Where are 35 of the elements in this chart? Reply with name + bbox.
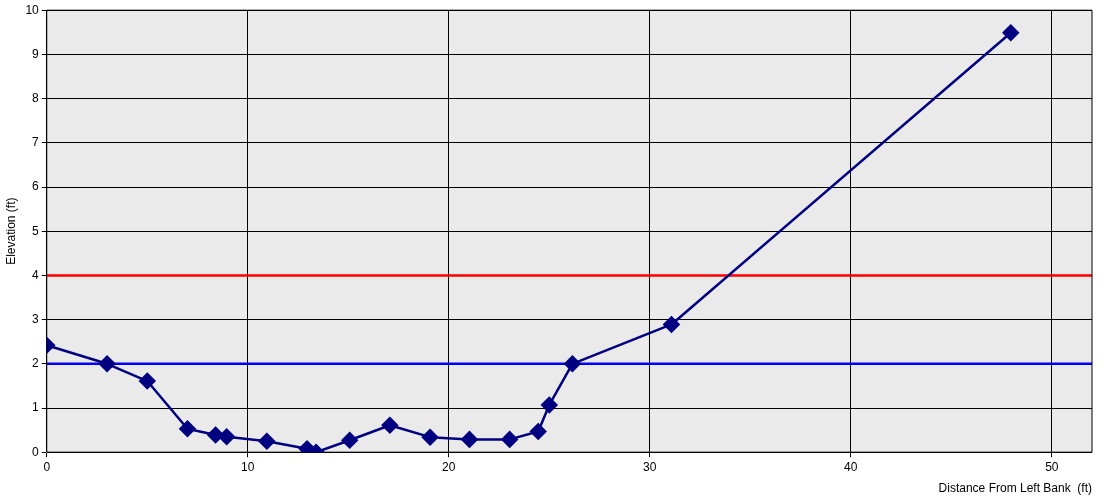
y-tick-label: 3 <box>32 311 40 326</box>
point <box>541 396 558 414</box>
point <box>139 372 156 390</box>
y-tick-label: 9 <box>32 46 40 61</box>
y-tick-label: 8 <box>32 90 40 105</box>
y-axis-title: Elevation (ft) <box>3 197 18 265</box>
point <box>663 316 680 333</box>
point <box>179 420 196 438</box>
x-tick-label: 0 <box>43 459 51 474</box>
x-tick-label: 10 <box>241 459 255 474</box>
y-tick-label: 1 <box>32 400 40 415</box>
y-tick-label: 7 <box>32 135 40 150</box>
point <box>98 355 116 373</box>
x-tick-label: 50 <box>1045 459 1059 474</box>
y-tick-label: 2 <box>32 356 40 371</box>
x-axis-title: Distance From Left Bank (ft) <box>938 481 1092 496</box>
point <box>218 428 235 445</box>
x-tick-label: 30 <box>643 459 657 474</box>
point <box>421 428 439 446</box>
x-tick-label: 20 <box>442 459 456 474</box>
point <box>258 432 276 450</box>
point <box>381 416 399 434</box>
point <box>564 355 581 373</box>
point <box>501 431 518 448</box>
point <box>1002 24 1020 41</box>
y-tick-label: 0 <box>32 444 40 459</box>
y-tick-label: 4 <box>32 267 40 282</box>
point <box>529 423 547 440</box>
x-tick-label: 40 <box>844 459 858 474</box>
point <box>461 431 478 448</box>
y-tick-label: 10 <box>25 2 40 17</box>
y-tick-label: 6 <box>32 179 40 194</box>
y-tick-label: 5 <box>32 223 40 238</box>
point <box>341 432 358 449</box>
point <box>207 426 224 444</box>
